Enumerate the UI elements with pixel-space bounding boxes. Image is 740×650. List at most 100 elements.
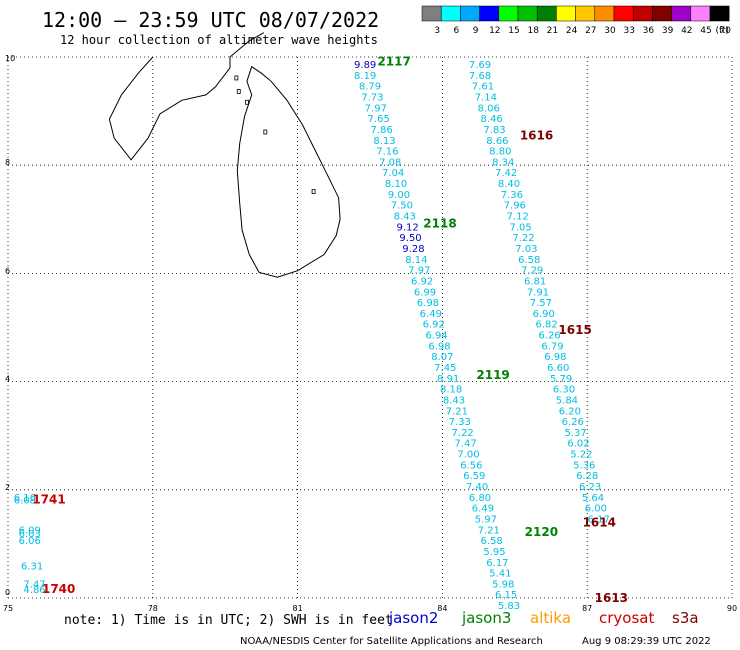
colorbar-tick-label: 36 xyxy=(643,26,655,36)
x-tick-label: 87 xyxy=(582,604,592,612)
swh-value: 7.29 xyxy=(521,266,543,277)
swh-value: 6.17 xyxy=(588,514,610,525)
footer-credit: NOAA/NESDIS Center for Satellite Applica… xyxy=(240,636,543,647)
swh-value: 8.79 xyxy=(359,82,381,93)
swh-value: 5.84 xyxy=(556,395,578,406)
island-outline xyxy=(234,75,239,81)
swh-value: 7.21 xyxy=(446,406,468,417)
colorbar-tick-label: 42 xyxy=(681,26,692,36)
swh-value: 5.22 xyxy=(570,450,592,461)
swh-value: 6.31 xyxy=(21,562,43,573)
swh-value: 7.50 xyxy=(391,201,413,212)
swh-value: 7.12 xyxy=(507,212,529,223)
swh-value: 6.23 xyxy=(579,482,601,493)
swh-value: 7.97 xyxy=(365,103,387,114)
y-tick-label: 10 xyxy=(5,54,15,63)
swh-colorbar: 3 6 9 12 15 18 21 24 27 30 33 36 39 42 45 70(ft) xyxy=(421,5,731,36)
swh-value: 6.26 xyxy=(538,331,560,342)
swh-value: 6.81 xyxy=(524,276,546,287)
swh-value: 6.49 xyxy=(420,309,442,320)
swh-value: 6.03 xyxy=(19,529,41,540)
colorbar-tick-label: 27 xyxy=(585,26,596,36)
swh-value: 5.83 xyxy=(498,601,520,612)
swh-value: 7.00 xyxy=(457,450,479,461)
pass-number-label: 1616 xyxy=(520,128,553,142)
swh-value: 8.19 xyxy=(354,71,376,82)
swh-value: 6.92 xyxy=(423,320,445,331)
swh-value: 8.14 xyxy=(405,255,427,266)
x-tick-label: 75 xyxy=(3,604,13,612)
swh-value: 6.49 xyxy=(472,504,494,515)
swh-value: 8.80 xyxy=(489,147,511,158)
swh-value: 7.05 xyxy=(509,222,531,233)
pass-number-label: 1615 xyxy=(558,323,591,337)
swh-value: 6.80 xyxy=(469,493,491,504)
wave-height-map: 75 78 81 84 87 9002468109.898.198.797.737.977… xyxy=(3,32,737,612)
swh-value: 6.28 xyxy=(576,471,598,482)
pass-number-label: 1740 xyxy=(42,582,75,596)
swh-value: 7.47 xyxy=(454,439,476,450)
swh-value: 6.79 xyxy=(541,341,563,352)
x-tick-label: 78 xyxy=(148,604,158,612)
page-subtitle: 12 hour collection of altimeter wave hei… xyxy=(60,33,378,47)
swh-value: 8.06 xyxy=(478,103,500,114)
island-outline xyxy=(236,89,241,94)
swh-value: 7.33 xyxy=(449,417,471,428)
swh-value: 8.34 xyxy=(492,157,514,168)
swh-value: 7.47 xyxy=(23,579,45,590)
legend-jason2: jason2 xyxy=(389,609,439,627)
swh-value: 8.43 xyxy=(443,395,465,406)
legend-altika: altika xyxy=(530,609,572,627)
x-tick-label: 90 xyxy=(727,604,737,612)
swh-value: 6.20 xyxy=(559,406,581,417)
swh-value: 6.08 xyxy=(14,496,36,507)
legend-note: note: 1) Time is in UTC; 2) SWH is in fe… xyxy=(64,613,393,628)
legend-jason3: jason3 xyxy=(462,609,512,627)
pass-number-label: 2120 xyxy=(525,525,558,539)
colorbar-tick-label: 24 xyxy=(566,26,578,36)
swh-value: 7.03 xyxy=(515,244,537,255)
pass-number-label: 2118 xyxy=(423,217,456,231)
swh-value: 7.83 xyxy=(483,125,505,136)
colorbar-tick-label: 18 xyxy=(527,26,539,36)
pass-number-label: 1613 xyxy=(595,591,628,605)
swh-value: 9.50 xyxy=(399,233,421,244)
swh-value: 6.30 xyxy=(553,385,575,396)
swh-value: 7.40 xyxy=(466,482,488,493)
swh-value: 7.65 xyxy=(368,114,390,125)
swh-value: 8.43 xyxy=(394,212,416,223)
swh-value: 7.97 xyxy=(408,266,430,277)
swh-value: 7.22 xyxy=(512,233,534,244)
colorbar-tick-label: 33 xyxy=(623,26,634,36)
swh-value: 6.99 xyxy=(414,287,436,298)
colorbar-tick-label: 21 xyxy=(547,26,558,36)
swh-value: 6.17 xyxy=(486,558,508,569)
x-tick-label: 81 xyxy=(293,604,303,612)
y-tick-label: 4 xyxy=(5,375,10,384)
island-outline xyxy=(311,189,316,194)
swh-value: 7.16 xyxy=(376,147,398,158)
island-outline xyxy=(245,99,249,105)
swh-value: 5.37 xyxy=(564,428,586,439)
swh-value: 5.36 xyxy=(573,460,595,471)
swh-value: 7.68 xyxy=(469,71,491,82)
pass-number-label: 1741 xyxy=(32,493,65,507)
swh-value: 7.14 xyxy=(475,92,497,103)
swh-value: 8.07 xyxy=(431,352,453,363)
swh-value: 8.91 xyxy=(437,374,459,385)
swh-value: 6.98 xyxy=(417,298,439,309)
swh-value: 5.97 xyxy=(475,514,497,525)
swh-value: 6.94 xyxy=(425,331,447,342)
pass-number-label: 2119 xyxy=(476,368,509,382)
swh-value: 7.61 xyxy=(472,82,494,93)
swh-value: 4.86 xyxy=(23,585,45,596)
swh-value: 9.12 xyxy=(397,222,419,233)
swh-value: 7.22 xyxy=(452,428,474,439)
swh-value: 6.60 xyxy=(547,363,569,374)
swh-value: 7.86 xyxy=(370,125,392,136)
swh-value: 8.40 xyxy=(498,179,520,190)
swh-value: 6.16 xyxy=(14,493,36,504)
swh-value: 7.08 xyxy=(379,157,401,168)
y-tick-label: 0 xyxy=(5,588,10,597)
